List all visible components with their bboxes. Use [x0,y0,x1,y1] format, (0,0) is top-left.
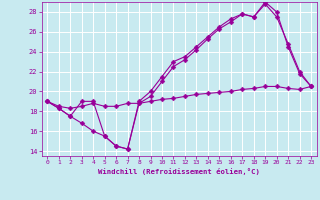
X-axis label: Windchill (Refroidissement éolien,°C): Windchill (Refroidissement éolien,°C) [98,168,260,175]
